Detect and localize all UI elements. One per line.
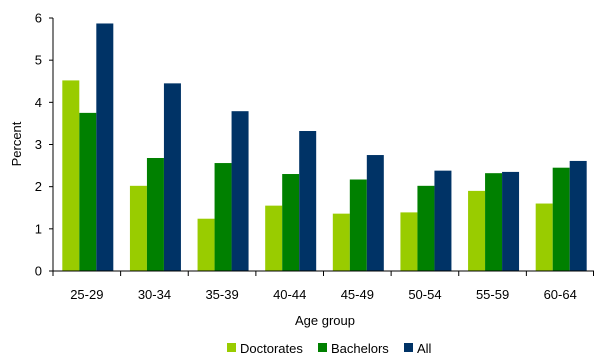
legend-swatch-all [404,343,413,352]
bar-bachelors-40-44 [282,174,300,271]
x-tick-label: 45-49 [341,287,374,302]
bar-bachelors-35-39 [214,163,232,271]
y-tick-label: 6 [35,11,42,26]
y-tick-label: 4 [35,95,42,110]
legend-label-all: All [417,341,432,356]
x-tick-label: 25-29 [70,287,103,302]
bar-bachelors-50-54 [417,185,435,271]
legend: Doctorates Bachelors All [227,341,432,356]
x-tick-label: 60-64 [544,287,577,302]
bar-doctorates-60-64 [535,203,553,271]
bar-bachelors-30-34 [146,157,164,271]
y-tick-label: 1 [35,221,42,236]
bar-bachelors-45-49 [349,179,367,271]
y-tick-label: 2 [35,179,42,194]
bar-doctorates-30-34 [129,185,147,271]
x-tick-label: 35-39 [205,287,238,302]
legend-label-bachelors: Bachelors [331,341,389,356]
y-axis-ticks: 0 1 2 3 4 5 6 [35,11,53,279]
legend-swatch-bachelors [318,343,327,352]
bar-all-50-54 [434,170,452,271]
bar-doctorates-35-39 [197,218,215,271]
x-tick-label: 30-34 [138,287,171,302]
bar-all-60-64 [569,160,587,271]
bar-doctorates-55-59 [468,190,486,271]
bar-doctorates-40-44 [265,205,283,271]
y-tick-label: 0 [35,264,42,279]
bar-all-30-34 [163,83,181,271]
bar-bachelors-60-64 [552,167,570,271]
y-axis-title: Percent [9,121,24,166]
bar-all-55-59 [502,171,520,271]
legend-swatch-doctorates [227,343,236,352]
bar-doctorates-50-54 [400,212,418,271]
bar-bachelors-55-59 [485,173,503,271]
bar-doctorates-25-29 [62,80,80,271]
y-tick-label: 3 [35,137,42,152]
x-axis-ticks: 25-29 30-34 35-39 40-44 45-49 50-54 55-59 60-64 [52,271,594,302]
bar-doctorates-45-49 [332,213,350,271]
bar-all-35-39 [231,111,249,272]
y-tick-label: 5 [35,53,42,68]
x-tick-label: 50-54 [408,287,441,302]
bar-all-45-49 [366,155,384,271]
x-axis-title: Age group [295,313,355,328]
bars [62,23,587,272]
bar-bachelors-25-29 [79,112,97,271]
x-tick-label: 40-44 [273,287,306,302]
bar-all-25-29 [96,23,114,272]
bar-all-40-44 [299,131,317,271]
x-tick-label: 55-59 [476,287,509,302]
legend-label-doctorates: Doctorates [240,341,303,356]
